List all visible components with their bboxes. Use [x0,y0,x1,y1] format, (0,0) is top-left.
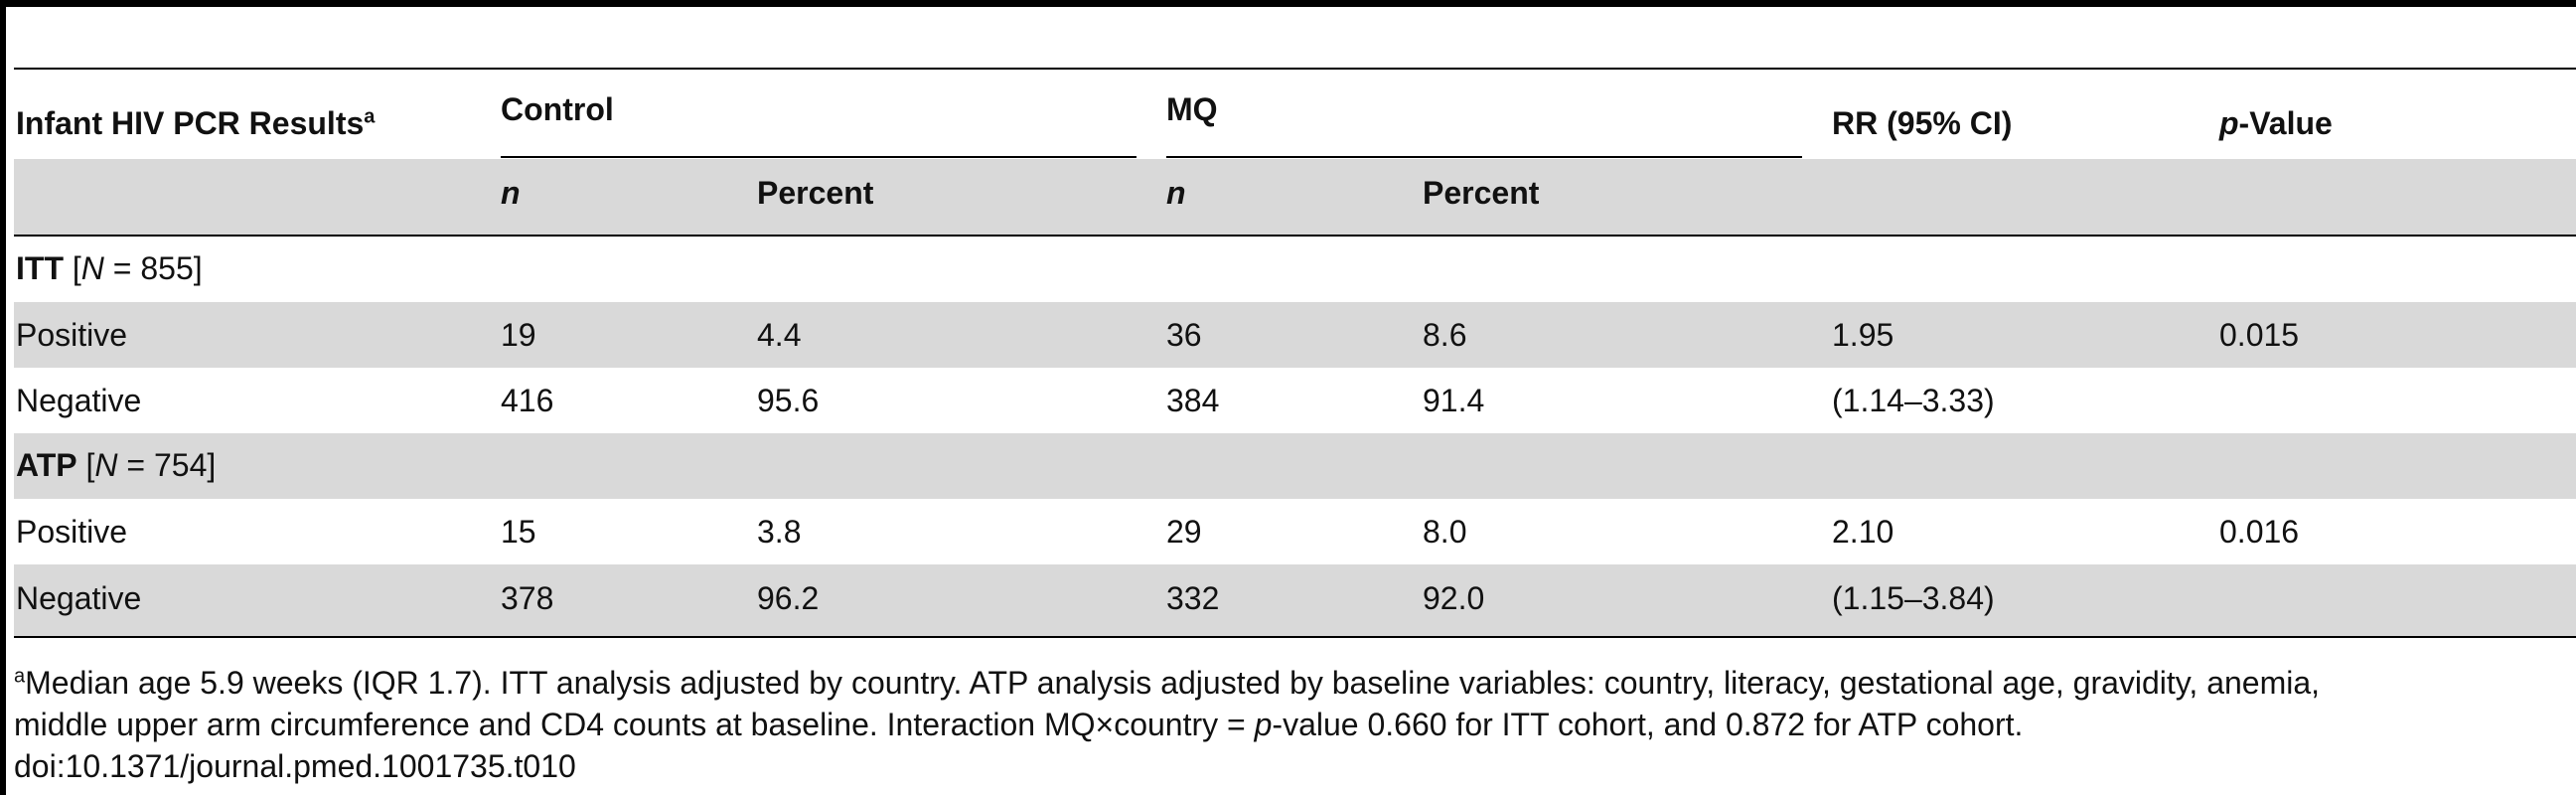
table-row: Negative 416 95.6 384 91.4 (1.14–3.33) [14,368,2576,433]
footnote-text-2b: -value 0.660 for ITT cohort, and 0.872 f… [1272,707,2024,742]
header-pvalue-italic: p [2219,105,2239,141]
table-header-row: Infant HIV PCR Resultsa Control MQ RR (9… [14,70,2576,157]
table-footnote: aMedian age 5.9 weeks (IQR 1.7). ITT ana… [14,662,2567,787]
header-rr: RR (95% CI) [1832,105,2013,141]
footnote-marker: a [14,665,26,688]
section-atp-n-symbol: N [94,447,118,483]
table-bottom-rule [14,636,2576,638]
header-pvalue: p-Value [2219,103,2333,143]
section-label-atp: ATP [N = 754] [16,445,216,485]
row-label: Negative [16,580,142,616]
header-col1-footnote-marker: a [364,105,376,128]
cell-control-percent: 95.6 [757,383,820,418]
cell-mq-percent: 91.4 [1423,383,1485,418]
cell-mq-percent: 8.6 [1423,317,1467,353]
cell-mq-n: 29 [1166,514,1202,550]
header-mq: MQ [1166,91,1218,127]
cell-control-n: 378 [501,580,554,616]
header-control: Control [501,91,614,127]
row-label: Negative [16,383,142,418]
top-border [0,0,2576,7]
row-label: Positive [16,514,128,550]
section-itt-n-value: = 855] [103,250,203,286]
cell-mq-percent: 8.0 [1423,514,1467,550]
table-row: Negative 378 96.2 332 92.0 (1.15–3.84) [14,564,2576,636]
cell-control-percent: 96.2 [757,580,820,616]
subheader-mq-percent: Percent [1423,175,1540,211]
table-subheader-row: n Percent n Percent [14,159,2576,235]
section-atp-n-value: = 754] [117,447,217,483]
cell-mq-n: 36 [1166,317,1202,353]
cell-rr: (1.14–3.33) [1832,383,1995,418]
section-atp-bracket: [ [85,447,95,483]
left-border [0,0,6,795]
header-col1-text: Infant HIV PCR Results [16,105,365,141]
cell-mq-n: 332 [1166,580,1220,616]
footnote-line-1: aMedian age 5.9 weeks (IQR 1.7). ITT ana… [14,662,2567,704]
cell-pvalue: 0.015 [2219,317,2300,353]
cell-mq-n: 384 [1166,383,1220,418]
header-pvalue-rest: -Value [2238,105,2333,141]
control-group-underline [501,156,1136,158]
section-row-atp: ATP [N = 754] [14,433,2576,499]
doi-line: doi:10.1371/journal.pmed.1001735.t010 [14,748,576,784]
cell-control-percent: 3.8 [757,514,802,550]
section-atp-name: ATP [16,447,77,483]
row-label: Positive [16,317,128,353]
mq-group-underline [1166,156,1802,158]
subheader-mq-n: n [1166,175,1186,211]
cell-control-n: 15 [501,514,536,550]
section-itt-name: ITT [16,250,64,286]
cell-control-n: 416 [501,383,554,418]
section-itt-n-symbol: N [80,250,104,286]
footnote-line-2: middle upper arm circumference and CD4 c… [14,704,2567,745]
cell-pvalue: 0.016 [2219,514,2300,550]
section-label-itt: ITT [N = 855] [16,248,203,288]
table-row: Positive 15 3.8 29 8.0 2.10 0.016 [14,499,2576,564]
subheader-control-n: n [501,175,521,211]
table-top-rule [14,68,2576,70]
cell-rr: 2.10 [1832,514,1894,550]
section-itt-bracket: [ [72,250,81,286]
footnote-text-2a: middle upper arm circumference and CD4 c… [14,707,1255,742]
footnote-text-2-italic: p [1254,707,1273,742]
cell-mq-percent: 92.0 [1423,580,1485,616]
cell-rr: (1.15–3.84) [1832,580,1995,616]
cell-control-n: 19 [501,317,536,353]
subheader-bottom-rule [14,235,2576,237]
header-infant-hiv-pcr: Infant HIV PCR Resultsa [16,103,375,143]
subheader-control-percent: Percent [757,175,874,211]
cell-control-percent: 4.4 [757,317,802,353]
footnote-text-1: Median age 5.9 weeks (IQR 1.7). ITT anal… [25,665,2321,701]
section-row-itt: ITT [N = 855] [14,237,2576,302]
table-row: Positive 19 4.4 36 8.6 1.95 0.015 [14,302,2576,368]
cell-rr: 1.95 [1832,317,1894,353]
